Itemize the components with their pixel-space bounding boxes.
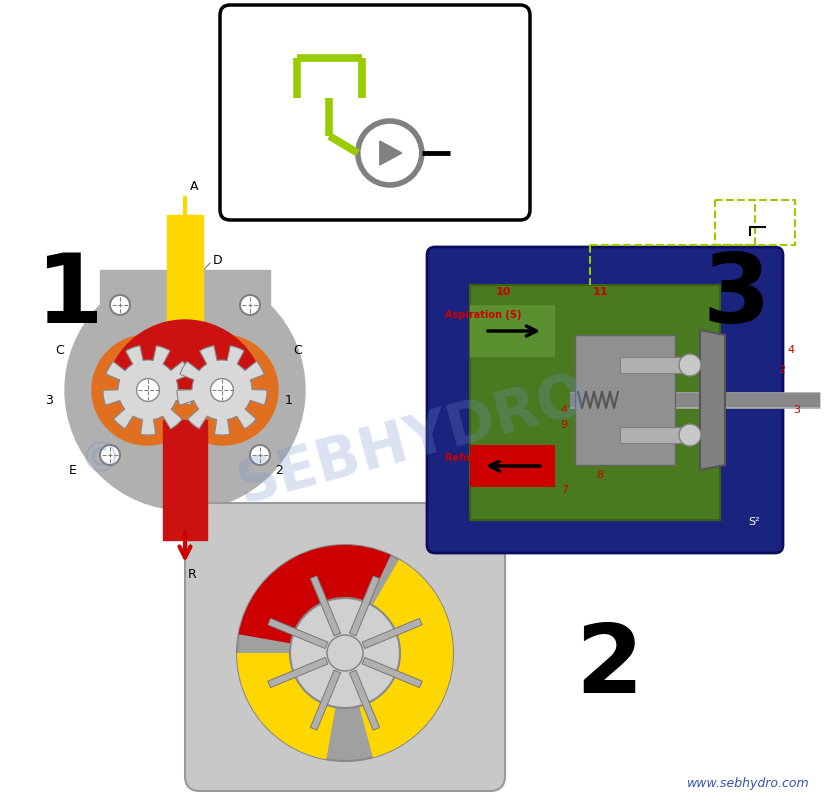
Text: C: C bbox=[55, 344, 64, 357]
Polygon shape bbox=[350, 576, 380, 636]
Wedge shape bbox=[110, 320, 260, 400]
Text: www.sebhydro.com: www.sebhydro.com bbox=[687, 777, 810, 790]
Text: A: A bbox=[190, 180, 199, 193]
Polygon shape bbox=[177, 345, 267, 435]
Circle shape bbox=[358, 121, 422, 185]
Circle shape bbox=[210, 378, 233, 402]
Text: 10: 10 bbox=[495, 287, 511, 297]
Text: E: E bbox=[69, 464, 77, 477]
Text: 2: 2 bbox=[778, 365, 785, 375]
Text: 1: 1 bbox=[35, 250, 103, 343]
Text: 3: 3 bbox=[45, 394, 53, 407]
Bar bbox=[470, 305, 555, 357]
Bar bbox=[167, 215, 203, 325]
Text: SEBHYDRO: SEBHYDRO bbox=[230, 365, 593, 514]
Circle shape bbox=[100, 445, 120, 465]
Circle shape bbox=[168, 335, 278, 445]
Text: 1: 1 bbox=[285, 394, 293, 407]
Circle shape bbox=[65, 270, 305, 510]
Text: R: R bbox=[188, 568, 196, 581]
Bar bbox=[470, 285, 720, 520]
Polygon shape bbox=[350, 670, 380, 730]
Polygon shape bbox=[310, 670, 341, 730]
Text: Aspiration (S): Aspiration (S) bbox=[445, 310, 521, 320]
Polygon shape bbox=[268, 618, 328, 649]
Text: 2: 2 bbox=[575, 620, 643, 713]
Circle shape bbox=[250, 445, 270, 465]
Polygon shape bbox=[268, 658, 328, 687]
Bar bbox=[100, 270, 270, 325]
Circle shape bbox=[92, 335, 202, 445]
Text: 7: 7 bbox=[562, 485, 568, 495]
Text: 3: 3 bbox=[793, 405, 800, 415]
Bar bbox=[470, 445, 555, 487]
FancyBboxPatch shape bbox=[220, 5, 530, 220]
FancyBboxPatch shape bbox=[427, 247, 783, 553]
Bar bbox=[620, 427, 690, 443]
Circle shape bbox=[327, 635, 363, 671]
Polygon shape bbox=[380, 141, 402, 165]
Polygon shape bbox=[310, 576, 341, 636]
Circle shape bbox=[110, 295, 130, 315]
FancyBboxPatch shape bbox=[185, 503, 505, 791]
Wedge shape bbox=[238, 545, 391, 653]
Polygon shape bbox=[103, 345, 193, 435]
Polygon shape bbox=[362, 658, 422, 687]
Text: 4: 4 bbox=[787, 345, 794, 355]
Circle shape bbox=[237, 545, 453, 761]
Text: C: C bbox=[293, 344, 302, 357]
Text: 3: 3 bbox=[702, 250, 770, 343]
Text: ©: © bbox=[79, 439, 120, 481]
Wedge shape bbox=[345, 559, 453, 758]
Text: 11: 11 bbox=[592, 287, 608, 297]
Circle shape bbox=[679, 354, 701, 376]
Circle shape bbox=[137, 378, 159, 402]
Text: Refoulement (P): Refoulement (P) bbox=[445, 453, 535, 463]
Wedge shape bbox=[237, 653, 345, 759]
Polygon shape bbox=[700, 330, 725, 470]
Bar bbox=[620, 357, 690, 373]
Text: 4: 4 bbox=[560, 405, 567, 415]
Bar bbox=[715, 200, 795, 245]
Circle shape bbox=[290, 598, 400, 708]
Circle shape bbox=[679, 424, 701, 446]
Text: 9: 9 bbox=[560, 420, 567, 430]
Text: D: D bbox=[213, 254, 223, 266]
Bar bbox=[575, 335, 675, 465]
Text: S²: S² bbox=[748, 517, 760, 527]
Polygon shape bbox=[362, 618, 422, 649]
Circle shape bbox=[240, 295, 260, 315]
Bar bbox=[163, 420, 207, 540]
Text: 2: 2 bbox=[275, 464, 283, 477]
Text: 8: 8 bbox=[596, 470, 604, 480]
